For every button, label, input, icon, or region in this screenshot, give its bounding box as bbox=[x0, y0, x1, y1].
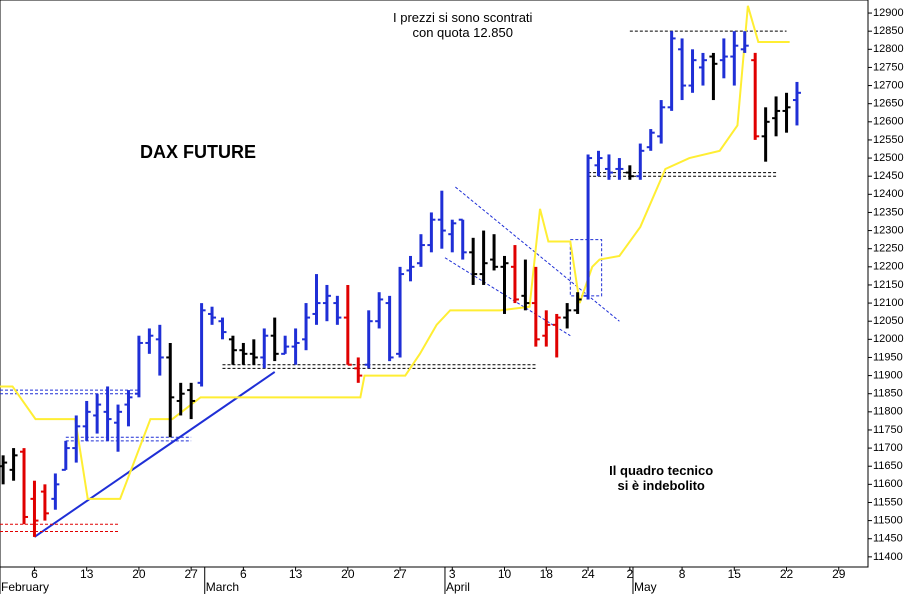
trend-line bbox=[33, 371, 276, 538]
y-tick-label: 12400 bbox=[873, 188, 904, 200]
month-label: May bbox=[634, 580, 657, 594]
y-tick-label: 12700 bbox=[873, 79, 904, 91]
y-tick-label: 11800 bbox=[873, 406, 903, 418]
y-tick-label: 12000 bbox=[873, 333, 904, 345]
x-tick-label: 2 bbox=[627, 567, 634, 581]
y-tick-label: 12850 bbox=[873, 25, 904, 37]
y-tick-label: 12100 bbox=[873, 297, 904, 309]
y-tick-label: 12550 bbox=[873, 134, 904, 146]
x-tick-label: 13 bbox=[80, 567, 94, 581]
y-tick-label: 12600 bbox=[873, 116, 904, 128]
month-label: February bbox=[1, 580, 49, 594]
y-tick-label: 11850 bbox=[873, 388, 903, 400]
y-tick-label: 11500 bbox=[873, 515, 903, 527]
month-label: April bbox=[446, 580, 470, 594]
trend-line bbox=[455, 186, 620, 322]
x-tick-label: 22 bbox=[780, 567, 794, 581]
x-tick-label: 10 bbox=[498, 567, 512, 581]
x-tick-label: 27 bbox=[184, 567, 198, 581]
x-tick-label: 6 bbox=[31, 567, 38, 581]
y-tick-label: 12350 bbox=[873, 206, 904, 218]
x-tick-label: 29 bbox=[832, 567, 846, 581]
plot-area bbox=[0, 0, 869, 568]
y-tick-label: 11550 bbox=[873, 496, 903, 508]
y-tick-label: 11750 bbox=[873, 424, 903, 436]
y-tick-label: 11900 bbox=[873, 369, 903, 381]
annotation: I prezzi si sono scontrati bbox=[393, 10, 533, 25]
x-tick-label: 18 bbox=[540, 567, 554, 581]
y-tick-label: 11650 bbox=[873, 460, 903, 472]
x-tick-label: 24 bbox=[581, 567, 595, 581]
y-tick-label: 12750 bbox=[873, 61, 904, 73]
x-tick-label: 8 bbox=[679, 567, 686, 581]
trend-line bbox=[569, 239, 603, 297]
x-tick-label: 20 bbox=[132, 567, 146, 581]
y-tick-label: 11950 bbox=[873, 351, 903, 363]
y-tick-label: 11600 bbox=[873, 478, 903, 490]
y-tick-label: 12900 bbox=[873, 7, 904, 19]
y-tick-label: 11450 bbox=[873, 533, 903, 545]
x-tick-label: 13 bbox=[289, 567, 303, 581]
y-tick-label: 11700 bbox=[873, 442, 903, 454]
y-tick-label: 11400 bbox=[873, 551, 903, 563]
x-tick-label: 6 bbox=[240, 567, 247, 581]
y-tick-label: 12300 bbox=[873, 224, 904, 236]
annotation: con quota 12.850 bbox=[412, 25, 512, 40]
x-tick-label: 27 bbox=[393, 567, 407, 581]
y-tick-label: 12800 bbox=[873, 43, 904, 55]
chart-title: DAX FUTURE bbox=[140, 142, 256, 162]
y-tick-label: 12200 bbox=[873, 261, 904, 273]
x-tick-label: 15 bbox=[728, 567, 742, 581]
y-tick-label: 12250 bbox=[873, 243, 904, 255]
x-tick-label: 3 bbox=[449, 567, 456, 581]
annotation: si è indebolito bbox=[617, 478, 704, 493]
y-tick-label: 12450 bbox=[873, 170, 904, 182]
y-tick-label: 12150 bbox=[873, 279, 904, 291]
month-label: March bbox=[206, 580, 239, 594]
annotation: Il quadro tecnico bbox=[609, 463, 713, 478]
y-tick-label: 12650 bbox=[873, 98, 904, 110]
indicator-line bbox=[0, 5, 790, 500]
y-tick-label: 12050 bbox=[873, 315, 904, 327]
y-tick-label: 12500 bbox=[873, 152, 904, 164]
x-tick-label: 20 bbox=[341, 567, 355, 581]
